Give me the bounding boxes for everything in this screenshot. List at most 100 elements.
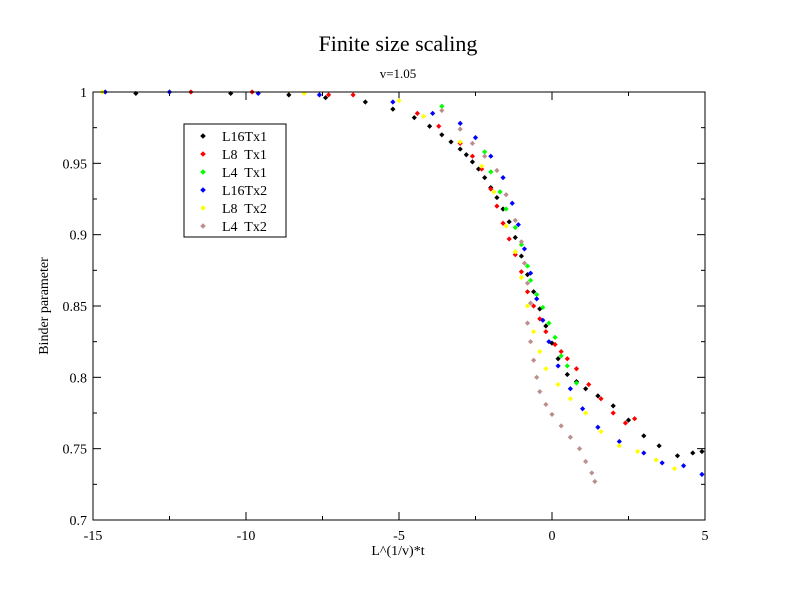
point-l16tx2 [699,471,705,477]
point-l4-tx1 [497,189,503,195]
point-l16tx1 [457,146,463,152]
point-l16tx1 [482,175,488,181]
x-axis-label: L^(1/v)*t [371,544,424,559]
legend-label-l4-tx2: L4 Tx2 [222,220,267,235]
point-l8-tx1 [414,110,420,116]
point-l16tx1 [583,386,589,392]
point-l16tx2 [509,200,515,206]
point-l8-tx2 [537,349,543,355]
point-l8-tx2 [567,396,573,402]
point-l4-tx1 [512,224,518,231]
point-l8-tx2 [491,189,497,195]
plot-frame [92,91,706,521]
point-l8-tx1 [537,316,543,322]
legend-label-l8-tx1: L8 Tx1 [222,148,267,163]
point-l16tx1 [439,132,445,138]
point-l4-tx2 [518,239,524,245]
point-l8-tx2 [503,223,509,229]
point-l4-tx2 [527,300,534,306]
point-l4-tx2 [549,411,555,418]
point-l4-tx2 [531,357,537,363]
legend-box [183,123,287,238]
point-l8-tx1 [558,349,564,355]
y-tick-label: 0.85 [63,300,88,315]
point-l4-tx1 [518,242,524,248]
x-tick-label: 0 [549,529,556,544]
point-l8-tx1 [543,329,549,335]
point-l8-tx1 [586,381,592,388]
point-l16tx1 [448,139,454,145]
point-l4-tx2 [583,458,589,465]
legend-label-l16tx1: L16Tx1 [222,130,267,145]
point-l16tx1 [427,123,433,129]
point-l4-tx1 [527,277,534,283]
chart-title: Finite size scaling [319,31,478,56]
point-l8-tx1 [552,341,558,348]
point-l8-tx1 [469,153,476,159]
chart-subtitle: v=1.05 [380,66,417,81]
point-l4-tx2 [521,260,528,266]
point-l16tx2 [316,92,323,98]
point-l16tx2 [540,317,546,323]
point-l16tx1 [699,448,705,455]
legend-label-l8-tx2: L8 Tx2 [222,202,267,217]
point-l8-tx2 [555,381,561,388]
point-l16tx1 [564,371,570,378]
point-l8-tx2 [512,249,518,255]
point-l16tx1 [463,152,469,158]
point-l16tx2 [430,110,436,116]
point-l8-tx1 [564,356,570,362]
point-l8-tx1 [500,220,506,226]
point-l16tx1 [518,253,524,259]
x-tick-label: -5 [393,529,405,544]
point-l8-tx2 [543,366,549,372]
legend-marker-l16tx1 [200,133,206,139]
x-tick-label: -15 [84,529,103,544]
point-l4-tx1 [558,353,564,359]
legend-marker-l8-tx2 [200,205,206,211]
point-l4-tx2 [494,167,500,174]
point-l4-tx2 [457,126,463,132]
point-l16tx1 [390,106,396,112]
point-l16tx1 [411,115,417,121]
point-l8-tx2 [531,329,537,335]
point-l16tx1 [506,219,512,225]
x-axis-ticks: -15 -10 -5 0 5 [84,92,709,544]
point-l16tx1 [286,92,292,98]
point-l4-tx1 [564,363,570,369]
point-l16tx2 [546,339,552,345]
point-l8-tx2 [396,97,402,104]
point-l8-tx1 [479,166,485,172]
point-l4-tx2 [534,374,540,380]
point-l16tx1 [690,450,696,456]
point-l4-tx1 [439,103,445,109]
point-l16tx1 [469,159,476,165]
point-l16tx2 [534,296,540,302]
point-l8-tx2 [583,410,589,416]
point-l4-tx2 [592,478,598,485]
point-l16tx1 [500,206,506,212]
legend-marker-l8-tx1 [200,151,206,157]
legend: L16Tx1 L8 Tx1 L4 Tx1 L16Tx2 L8 Tx2 L4 Tx2 [183,123,287,238]
point-l8-tx1 [506,236,512,242]
point-l8-tx1 [436,123,442,129]
point-l4-tx2 [558,423,564,429]
point-l8-tx1 [524,289,531,295]
point-l4-tx2 [512,217,518,223]
point-l16tx2 [390,99,396,105]
point-l16tx1 [641,433,647,439]
point-l8-tx2 [653,457,659,463]
point-l8-tx2 [420,113,427,119]
point-l16tx1 [512,234,518,241]
point-l16tx2 [521,246,528,252]
point-l4-tx2 [524,280,531,286]
x-tick-label: 5 [702,529,709,544]
point-l4-tx1 [488,169,494,175]
y-tick-label: 0.75 [63,443,88,458]
point-l4-tx2 [537,389,543,395]
point-l4-tx2 [482,153,488,159]
point-l16tx1 [543,323,549,329]
point-l16tx1 [625,417,632,423]
point-l16tx2 [641,450,647,456]
